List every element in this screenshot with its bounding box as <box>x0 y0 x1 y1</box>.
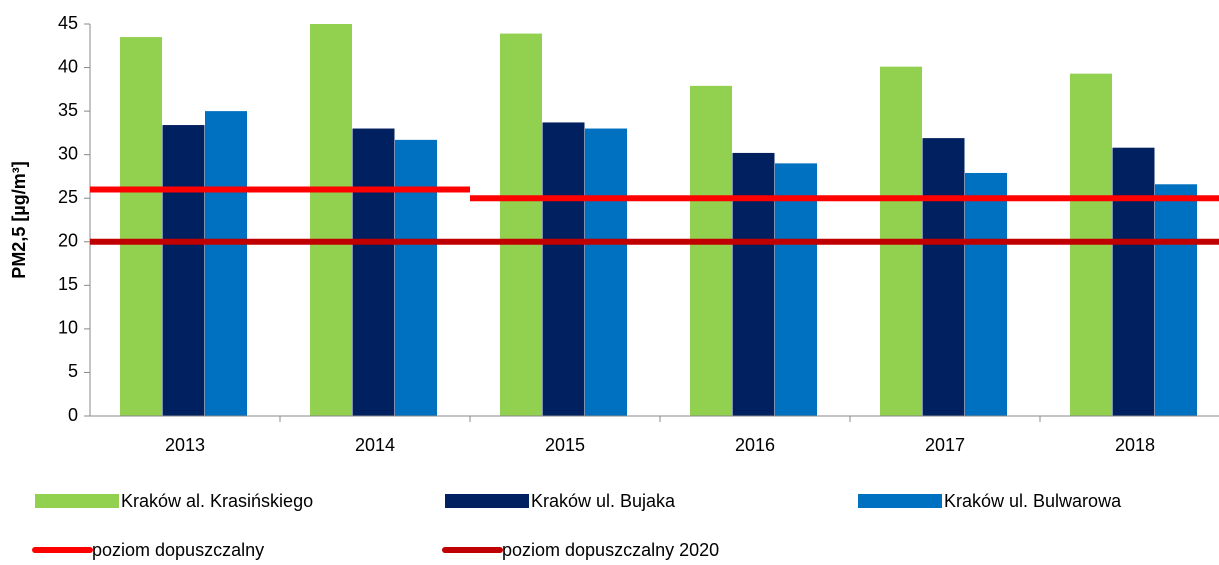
legend-label: Kraków ul. Bujaka <box>531 491 676 511</box>
legend-label: Kraków ul. Bulwarowa <box>944 491 1122 511</box>
x-tick-label: 2015 <box>545 435 585 455</box>
y-tick-label: 25 <box>58 187 78 207</box>
legend-label: poziom dopuszczalny <box>92 540 264 560</box>
y-tick-label: 30 <box>58 143 78 163</box>
legend-swatch <box>445 494 529 508</box>
bar <box>965 172 1007 416</box>
bar <box>732 152 775 416</box>
y-axis-label: PM2,5 [µg/m³] <box>9 161 29 278</box>
legend-swatch <box>858 494 942 508</box>
y-tick-label: 0 <box>68 405 78 425</box>
legend-label: Kraków al. Krasińskiego <box>121 491 313 511</box>
x-tick-label: 2014 <box>355 435 395 455</box>
bar <box>352 128 395 417</box>
bar <box>1112 147 1155 416</box>
bar <box>775 163 817 416</box>
y-tick-label: 20 <box>58 231 78 251</box>
y-tick-label: 40 <box>58 56 78 76</box>
bar <box>585 128 627 417</box>
x-tick-label: 2013 <box>165 435 205 455</box>
y-tick-label: 15 <box>58 274 78 294</box>
legend-label: poziom dopuszczalny 2020 <box>502 540 719 560</box>
y-tick-label: 5 <box>68 361 78 381</box>
x-tick-label: 2018 <box>1115 435 1155 455</box>
bar <box>310 24 352 416</box>
x-tick-label: 2017 <box>925 435 965 455</box>
bar <box>1155 184 1197 416</box>
bar <box>922 138 965 417</box>
y-tick-label: 45 <box>58 13 78 33</box>
x-tick-label: 2016 <box>735 435 775 455</box>
bar <box>690 85 732 417</box>
bar <box>1070 73 1112 417</box>
legend-swatch <box>35 494 119 508</box>
bar <box>162 125 205 416</box>
bar <box>500 33 542 417</box>
y-tick-label: 35 <box>58 100 78 120</box>
bar <box>205 111 247 416</box>
bar <box>120 37 162 417</box>
bar <box>542 122 585 417</box>
y-tick-label: 10 <box>58 318 78 338</box>
bar <box>395 139 437 416</box>
